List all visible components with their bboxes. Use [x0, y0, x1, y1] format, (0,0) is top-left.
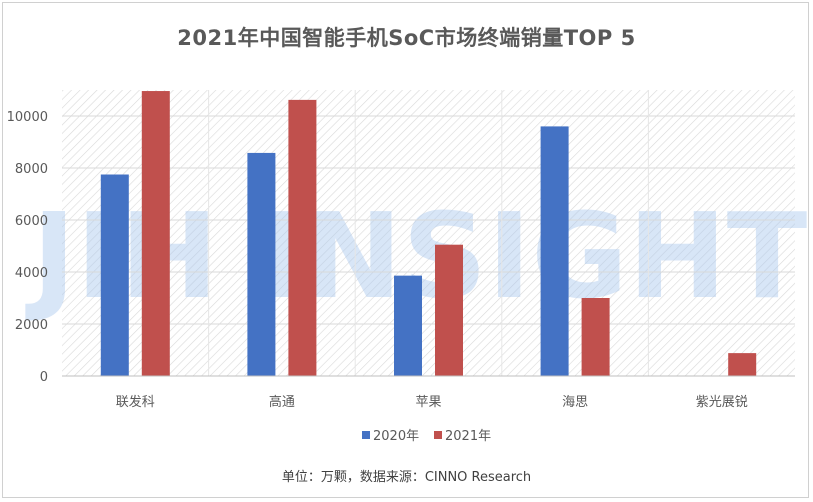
bar: [540, 126, 569, 377]
x-tick-label: 紫光展锐: [696, 395, 748, 410]
y-tick-label: 6000: [15, 214, 48, 229]
bar: [435, 244, 463, 376]
bars: [100, 91, 757, 377]
bar: [141, 91, 170, 376]
x-tick-label: 高通: [269, 394, 295, 410]
y-tick-label: 4000: [15, 266, 48, 281]
plot-background: [62, 90, 795, 376]
bar: [581, 298, 610, 376]
y-tick-label: 10000: [7, 110, 48, 125]
x-tick-label: 联发科: [116, 394, 155, 410]
plot-area: [62, 90, 795, 376]
x-axis: 联发科 高通 苹果 海思 紫光展锐: [62, 375, 795, 410]
bar: [728, 353, 757, 376]
x-tick-label: 苹果: [415, 395, 441, 410]
bar: [288, 99, 317, 376]
bar: [247, 152, 276, 376]
chart-title: 2021年中国智能手机SoC市场终端销量TOP 5: [177, 26, 636, 50]
source-note: 单位：万颗，数据来源：CINNO Research: [281, 470, 532, 485]
y-tick-label: 8000: [15, 162, 48, 177]
gridlines: [62, 90, 795, 376]
bar: [394, 275, 422, 376]
x-tick-label: 海思: [562, 395, 588, 410]
bar: [100, 174, 129, 376]
legend-label: 2020年: [373, 429, 419, 444]
y-tick-label: 2000: [15, 318, 48, 333]
legend-label: 2021年: [445, 429, 491, 444]
legend-swatch: [362, 431, 370, 439]
y-tick-label: 0: [40, 370, 48, 385]
y-axis: 0 2000 4000 6000 8000 10000: [7, 110, 48, 385]
legend-swatch: [434, 431, 442, 439]
legend: 2020年 2021年: [362, 429, 491, 444]
